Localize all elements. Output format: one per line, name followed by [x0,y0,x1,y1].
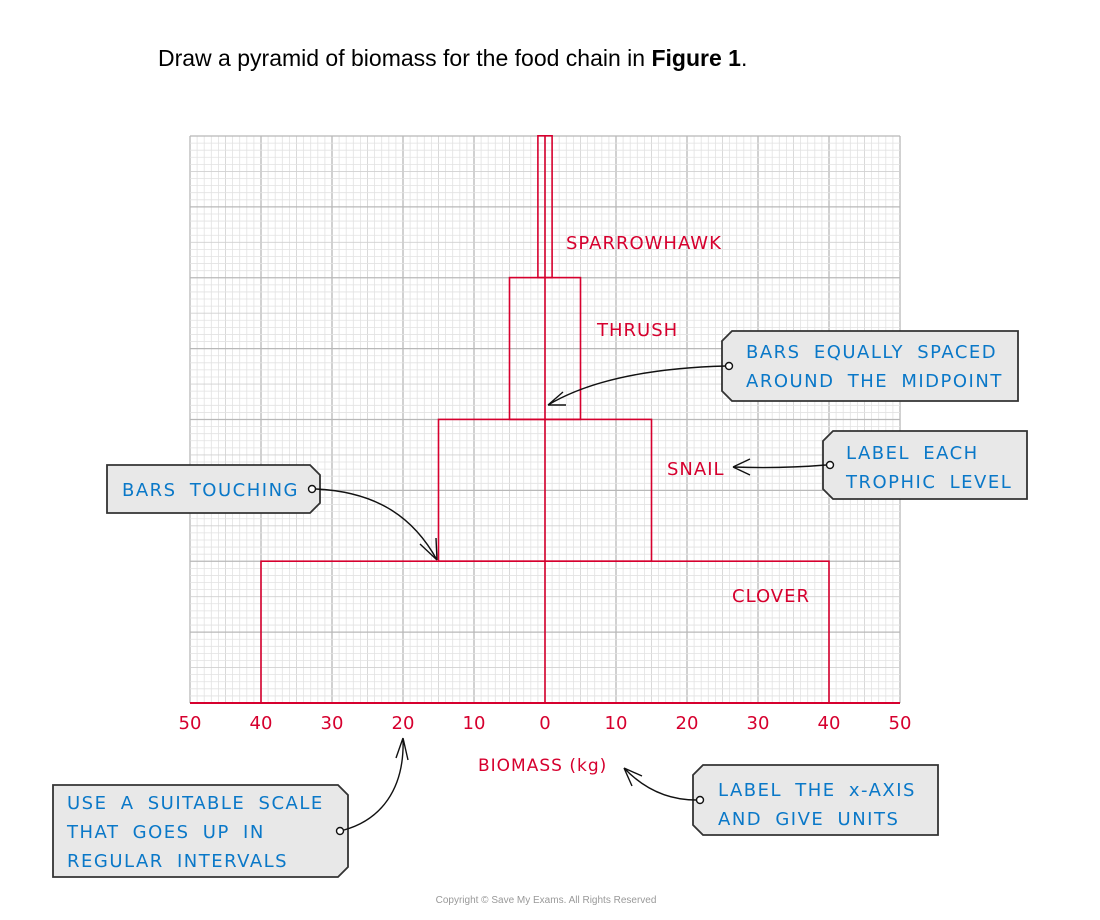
question-text: Draw a pyramid of biomass for the food c… [158,45,747,71]
svg-text:BARS EQUALLY SPACED: BARS EQUALLY SPACED [746,342,997,363]
label-snail: SNAIL [667,459,725,480]
label-clover: CLOVER [732,586,810,607]
callout-bars-touching: BARS TOUCHING [106,464,438,561]
x-tick-label: 20 [676,713,699,734]
x-axis-label: BIOMASS (kg) [478,756,607,776]
x-tick-label: 0 [539,713,550,734]
x-tick-label: 30 [747,713,770,734]
x-tick-label: 10 [463,713,486,734]
x-tick-label: 20 [392,713,415,734]
x-tick-label: 40 [250,713,273,734]
svg-text:THAT GOES UP IN: THAT GOES UP IN [66,822,265,843]
svg-text:BARS TOUCHING: BARS TOUCHING [122,480,299,501]
label-thrush: THRUSH [596,320,678,341]
svg-text:LABEL EACH: LABEL EACH [846,443,979,464]
x-tick-label: 30 [321,713,344,734]
svg-text:USE A SUITABLE SCALE: USE A SUITABLE SCALE [67,793,324,814]
x-tick-label: 50 [889,713,912,734]
callout-axis-units: LABEL THE x-AXIS AND GIVE UNITS [623,764,939,836]
copyright: Copyright © Save My Exams. All Rights Re… [436,895,657,906]
callout-scale: USE A SUITABLE SCALE THAT GOES UP IN REG… [52,737,409,878]
x-axis-ticks: 50 40 30 20 10 0 10 20 30 40 50 [179,713,912,734]
svg-text:REGULAR INTERVALS: REGULAR INTERVALS [67,851,288,872]
svg-text:AND GIVE UNITS: AND GIVE UNITS [718,809,899,830]
x-tick-label: 50 [179,713,202,734]
svg-text:TROPHIC LEVEL: TROPHIC LEVEL [845,472,1012,493]
svg-text:LABEL THE x-AXIS: LABEL THE x-AXIS [718,780,916,801]
x-tick-label: 10 [605,713,628,734]
x-tick-label: 40 [818,713,841,734]
label-sparrowhawk: SPARROWHAWK [566,233,722,254]
callout-midpoint: BARS EQUALLY SPACED AROUND THE MIDPOINT [547,330,1019,406]
callout-label-trophic: LABEL EACH TROPHIC LEVEL [732,430,1028,500]
svg-text:AROUND THE MIDPOINT: AROUND THE MIDPOINT [746,371,1003,392]
